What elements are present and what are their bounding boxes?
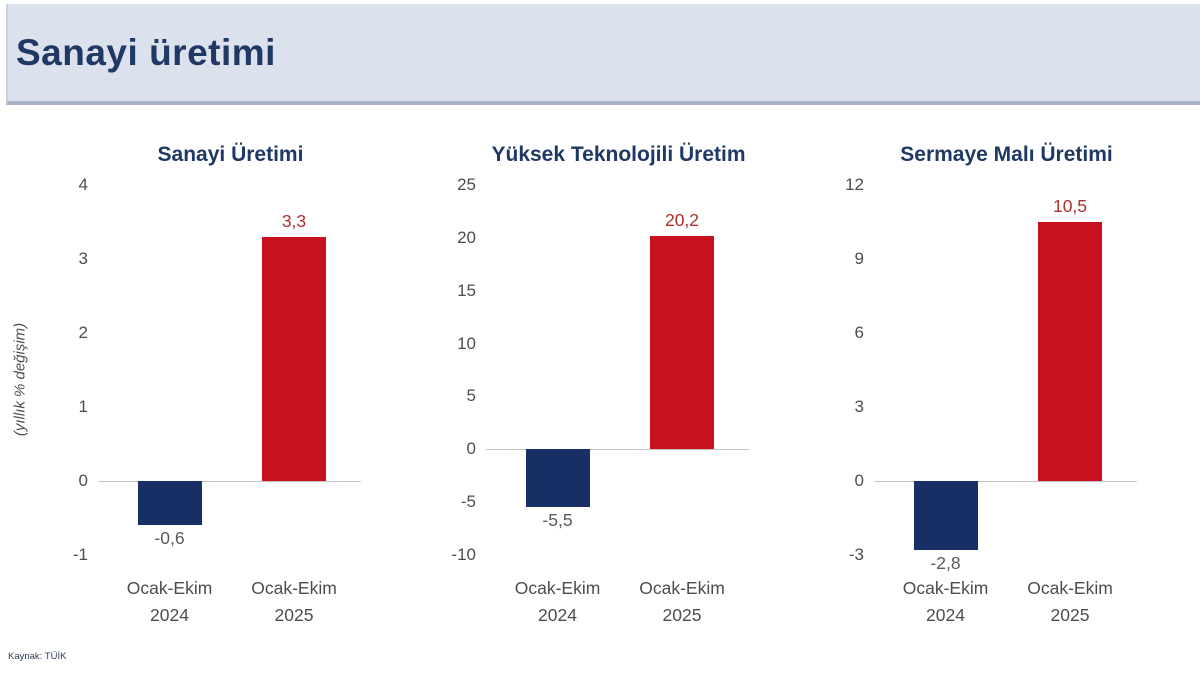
x-category-line: 2025 xyxy=(274,605,314,626)
y-tick-label: 4 xyxy=(78,175,88,194)
x-category-line: 2024 xyxy=(538,605,577,626)
y-tick-label: 15 xyxy=(457,280,476,300)
y-axis-ticks: 4 3 2 1 0 -1 xyxy=(50,175,98,564)
x-axis-line xyxy=(486,449,749,451)
x-axis-line xyxy=(874,481,1137,482)
bar-value-label: 10,5 xyxy=(1052,196,1088,216)
x-category-label: Ocak-Ekim 2025 xyxy=(232,575,356,629)
chart-title: Sermaye Malı Üretimi xyxy=(900,143,1113,166)
x-category-line: Ocak-Ekim xyxy=(514,578,601,598)
x-axis-labels: Ocak-Ekim 2024 Ocak-Ekim 2025 xyxy=(98,575,363,635)
chart-title: Sanayi Üretimi xyxy=(157,143,304,166)
bar-2025 xyxy=(650,235,714,450)
bar-value-label: 20,2 xyxy=(664,209,700,230)
x-category-line: Ocak-Ekim xyxy=(902,578,989,598)
page-title: Sanayi üretimi xyxy=(16,31,276,73)
y-tick-label: 0 xyxy=(854,471,864,490)
bar-2024 xyxy=(913,481,978,551)
plot-area: -0,6 3,3 xyxy=(98,185,363,555)
x-axis-labels: Ocak-Ekim 2024 Ocak-Ekim 2025 xyxy=(874,575,1139,635)
chart-body: 4 3 2 1 0 -1 -0,6 3,3 xyxy=(50,175,363,564)
chart-body: 25 20 15 10 5 0 -5 -10 -5,5 20,2 xyxy=(438,175,751,564)
x-category-line: Ocak-Ekim xyxy=(126,578,213,598)
bar-2025 xyxy=(1038,222,1102,481)
y-tick-label: 5 xyxy=(466,386,476,406)
x-category-label: Ocak-Ekim 2024 xyxy=(884,575,1008,629)
x-axis-labels: Ocak-Ekim 2024 Ocak-Ekim 2025 xyxy=(486,575,751,635)
x-category-line: Ocak-Ekim xyxy=(1027,578,1113,598)
y-tick-label: 0 xyxy=(466,439,476,459)
y-tick-label: 6 xyxy=(854,323,864,342)
bar-value-label: 3,3 xyxy=(281,210,307,231)
bar-2024 xyxy=(525,449,590,508)
x-category-label: Ocak-Ekim 2025 xyxy=(620,575,744,629)
y-tick-label: -5 xyxy=(460,492,476,512)
y-tick-label: -1 xyxy=(72,545,88,564)
source-note: Kaynak: TÜİK xyxy=(8,651,67,662)
y-tick-label: 3 xyxy=(78,249,88,268)
y-tick-label: 10 xyxy=(457,333,476,353)
x-category-line: 2025 xyxy=(1050,605,1090,626)
chart-panel-sermaye-mali-uretimi: Sermaye Malı Üretimi 12 9 6 3 0 -3 -2,8 10,5 O… xyxy=(826,143,1139,635)
y-axis-ticks: 12 9 6 3 0 -3 xyxy=(826,175,874,564)
plot-area: -5,5 20,2 xyxy=(486,185,751,555)
x-category-line: 2024 xyxy=(926,605,965,626)
x-category-line: Ocak-Ekim xyxy=(251,578,337,598)
bar-value-label: -5,5 xyxy=(542,510,573,531)
y-tick-label: 2 xyxy=(78,323,88,342)
y-tick-label: 9 xyxy=(854,249,864,268)
y-tick-label: 12 xyxy=(845,175,864,194)
chart-title: Yüksek Teknolojili Üretim xyxy=(491,143,746,166)
y-tick-label: 25 xyxy=(457,175,476,194)
y-tick-label: -3 xyxy=(848,545,864,564)
y-tick-label: 3 xyxy=(854,397,864,416)
chart-panel-yuksek-teknolojili-uretim: Yüksek Teknolojili Üretim 25 20 15 10 5 0 -5 -1… xyxy=(438,143,751,635)
bar-2024 xyxy=(137,481,202,526)
x-category-line: 2025 xyxy=(662,605,702,626)
chart-body: 12 9 6 3 0 -3 -2,8 10,5 xyxy=(826,175,1139,573)
y-axis-label: (yıllık % değişim) xyxy=(11,322,29,437)
y-tick-label: -10 xyxy=(451,545,476,564)
x-axis-line xyxy=(98,481,361,482)
plot-area: -2,8 10,5 xyxy=(874,185,1139,573)
x-category-label: Ocak-Ekim 2024 xyxy=(496,575,620,629)
y-tick-label: 0 xyxy=(78,471,88,490)
slide-header: Sanayi üretimi xyxy=(6,4,1200,105)
bar-value-label: -0,6 xyxy=(154,528,185,549)
x-category-line: Ocak-Ekim xyxy=(639,578,725,598)
y-tick-label: 1 xyxy=(78,397,88,416)
y-axis-ticks: 25 20 15 10 5 0 -5 -10 xyxy=(438,175,486,564)
y-tick-label: 20 xyxy=(457,227,476,247)
x-category-line: 2024 xyxy=(150,605,189,626)
x-category-label: Ocak-Ekim 2024 xyxy=(108,575,232,629)
bar-value-label: -2,8 xyxy=(930,553,961,574)
x-category-label: Ocak-Ekim 2025 xyxy=(1008,575,1132,629)
bar-2025 xyxy=(262,236,326,481)
